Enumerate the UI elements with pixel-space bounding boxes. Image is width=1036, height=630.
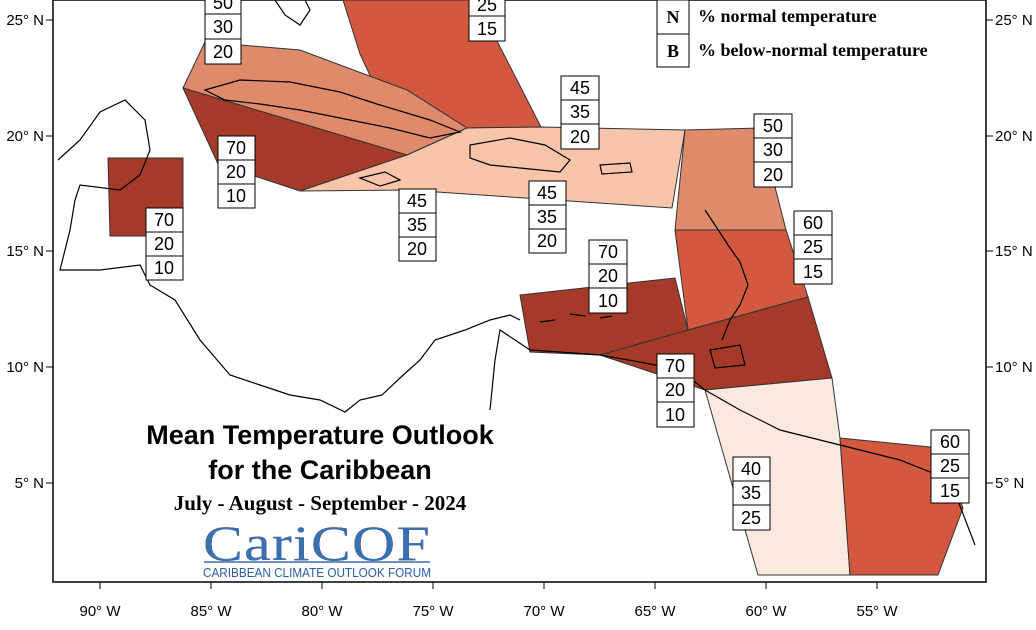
value-box-jamaica: 45 35 20 — [398, 188, 437, 262]
x-tick-label: 80° W — [301, 603, 343, 620]
value-above: 45 — [537, 183, 557, 203]
value-below: 10 — [154, 258, 174, 278]
value-normal: 25 — [477, 0, 497, 15]
value-below: 10 — [665, 405, 685, 425]
value-above: 60 — [803, 213, 823, 233]
legend-key-below: B — [667, 41, 679, 61]
map-title-line2: for the Caribbean — [208, 455, 432, 485]
value-normal: 35 — [741, 483, 761, 503]
value-normal: 30 — [213, 17, 233, 37]
coastline-florida — [274, 0, 311, 26]
value-normal: 20 — [226, 162, 246, 182]
value-normal: 35 — [570, 102, 590, 122]
value-box-puerto-rico: 45 35 20 — [560, 75, 600, 150]
value-below: 20 — [537, 231, 557, 251]
map-title-line1: Mean Temperature Outlook — [146, 420, 495, 450]
x-tick-label: 60° W — [745, 603, 787, 620]
x-tick-label: 90° W — [79, 603, 121, 620]
value-box-suriname-guiana: 60 25 15 — [930, 429, 970, 504]
value-below: 25 — [741, 508, 761, 528]
y-tick-label: 10° N — [995, 359, 1033, 376]
value-box-windward-islands: 60 25 15 — [793, 210, 833, 285]
value-above: 40 — [741, 459, 761, 479]
value-above: 50 — [213, 0, 233, 13]
x-axis: 90° W 85° W 80° W 75° W 70° W 65° W 60° … — [79, 582, 898, 620]
value-box-abc-islands: 70 20 10 — [588, 239, 628, 314]
map-period: July - August - September - 2024 — [174, 491, 467, 515]
y-tick-label: 5° N — [995, 475, 1024, 492]
y-axis-right: 25° N 20° N 15° N 10° N 5° N — [986, 12, 1033, 492]
title-block: Mean Temperature Outlook for the Caribbe… — [146, 420, 495, 515]
x-tick-label: 65° W — [634, 603, 676, 620]
coastline-lesser-antilles — [704, 209, 749, 341]
value-normal: 35 — [407, 215, 427, 235]
value-below: 20 — [570, 127, 590, 147]
value-normal: 30 — [763, 140, 783, 160]
coastline-cuba — [203, 79, 463, 139]
value-box-trinidad: 70 20 10 — [656, 353, 695, 428]
coastline-central-america — [57, 99, 521, 413]
value-above: 50 — [763, 116, 783, 136]
coastline-abc — [539, 313, 613, 323]
value-below: 15 — [940, 481, 960, 501]
value-below: 10 — [598, 291, 618, 311]
y-tick-label: 20° N — [995, 128, 1033, 145]
y-tick-label: 10° N — [6, 359, 44, 376]
legend-text-normal: % normal temperature — [698, 6, 877, 26]
coastline-puerto-rico — [599, 162, 633, 175]
y-tick-label: 25° N — [6, 12, 44, 29]
coastline-trinidad — [709, 344, 746, 369]
value-box-bahamas-east: 25 15 — [468, 0, 506, 42]
y-axis-left: 25° N 20° N 15° N 10° N 5° N — [6, 12, 53, 492]
value-box-cuba-west: 70 20 10 — [217, 135, 256, 209]
value-normal: 25 — [803, 237, 823, 257]
value-box-guyana: 40 35 25 — [732, 456, 771, 531]
value-below: 20 — [407, 239, 427, 259]
value-above: 60 — [940, 432, 960, 452]
value-above: 70 — [154, 210, 174, 230]
value-above: 45 — [407, 191, 427, 211]
x-tick-label: 70° W — [523, 603, 565, 620]
value-above: 70 — [598, 242, 618, 262]
value-above: 70 — [665, 356, 685, 376]
value-below: 10 — [226, 186, 246, 206]
value-box-leeward-islands: 50 30 20 — [753, 113, 793, 188]
value-box-hispaniola: 45 35 20 — [528, 180, 567, 254]
value-box-belize: 70 20 10 — [145, 207, 184, 281]
y-tick-label: 5° N — [15, 475, 44, 492]
value-normal: 35 — [537, 207, 557, 227]
logo-tagline: CARIBBEAN CLIMATE OUTLOOK FORUM — [203, 566, 431, 580]
y-tick-label: 25° N — [995, 12, 1033, 29]
value-below: 20 — [213, 42, 233, 62]
coastline-hispaniola — [469, 137, 571, 173]
y-tick-label: 15° N — [6, 243, 44, 260]
value-boxes: 50 30 20 25 15 70 20 10 70 20 10 — [145, 0, 970, 531]
value-normal: 20 — [598, 266, 618, 286]
value-below: 15 — [803, 262, 823, 282]
value-below: 15 — [477, 19, 497, 39]
legend-key-normal: N — [667, 7, 680, 27]
value-box-bahamas-west: 50 30 20 — [204, 0, 242, 65]
legend: N B % normal temperature % below-normal … — [656, 0, 928, 68]
value-normal: 20 — [665, 380, 685, 400]
legend-text-below: % below-normal temperature — [698, 40, 928, 60]
y-tick-label: 15° N — [995, 243, 1033, 260]
coastline-jamaica — [358, 171, 402, 187]
x-tick-label: 85° W — [190, 603, 232, 620]
caricof-logo: CariCOF CARIBBEAN CLIMATE OUTLOOK FORUM — [203, 515, 431, 580]
value-above: 45 — [570, 78, 590, 98]
x-tick-label: 55° W — [856, 603, 898, 620]
x-tick-label: 75° W — [412, 603, 454, 620]
value-normal: 20 — [154, 234, 174, 254]
value-below: 20 — [763, 165, 783, 185]
y-tick-label: 20° N — [6, 128, 44, 145]
value-normal: 25 — [940, 456, 960, 476]
value-above: 70 — [226, 138, 246, 158]
